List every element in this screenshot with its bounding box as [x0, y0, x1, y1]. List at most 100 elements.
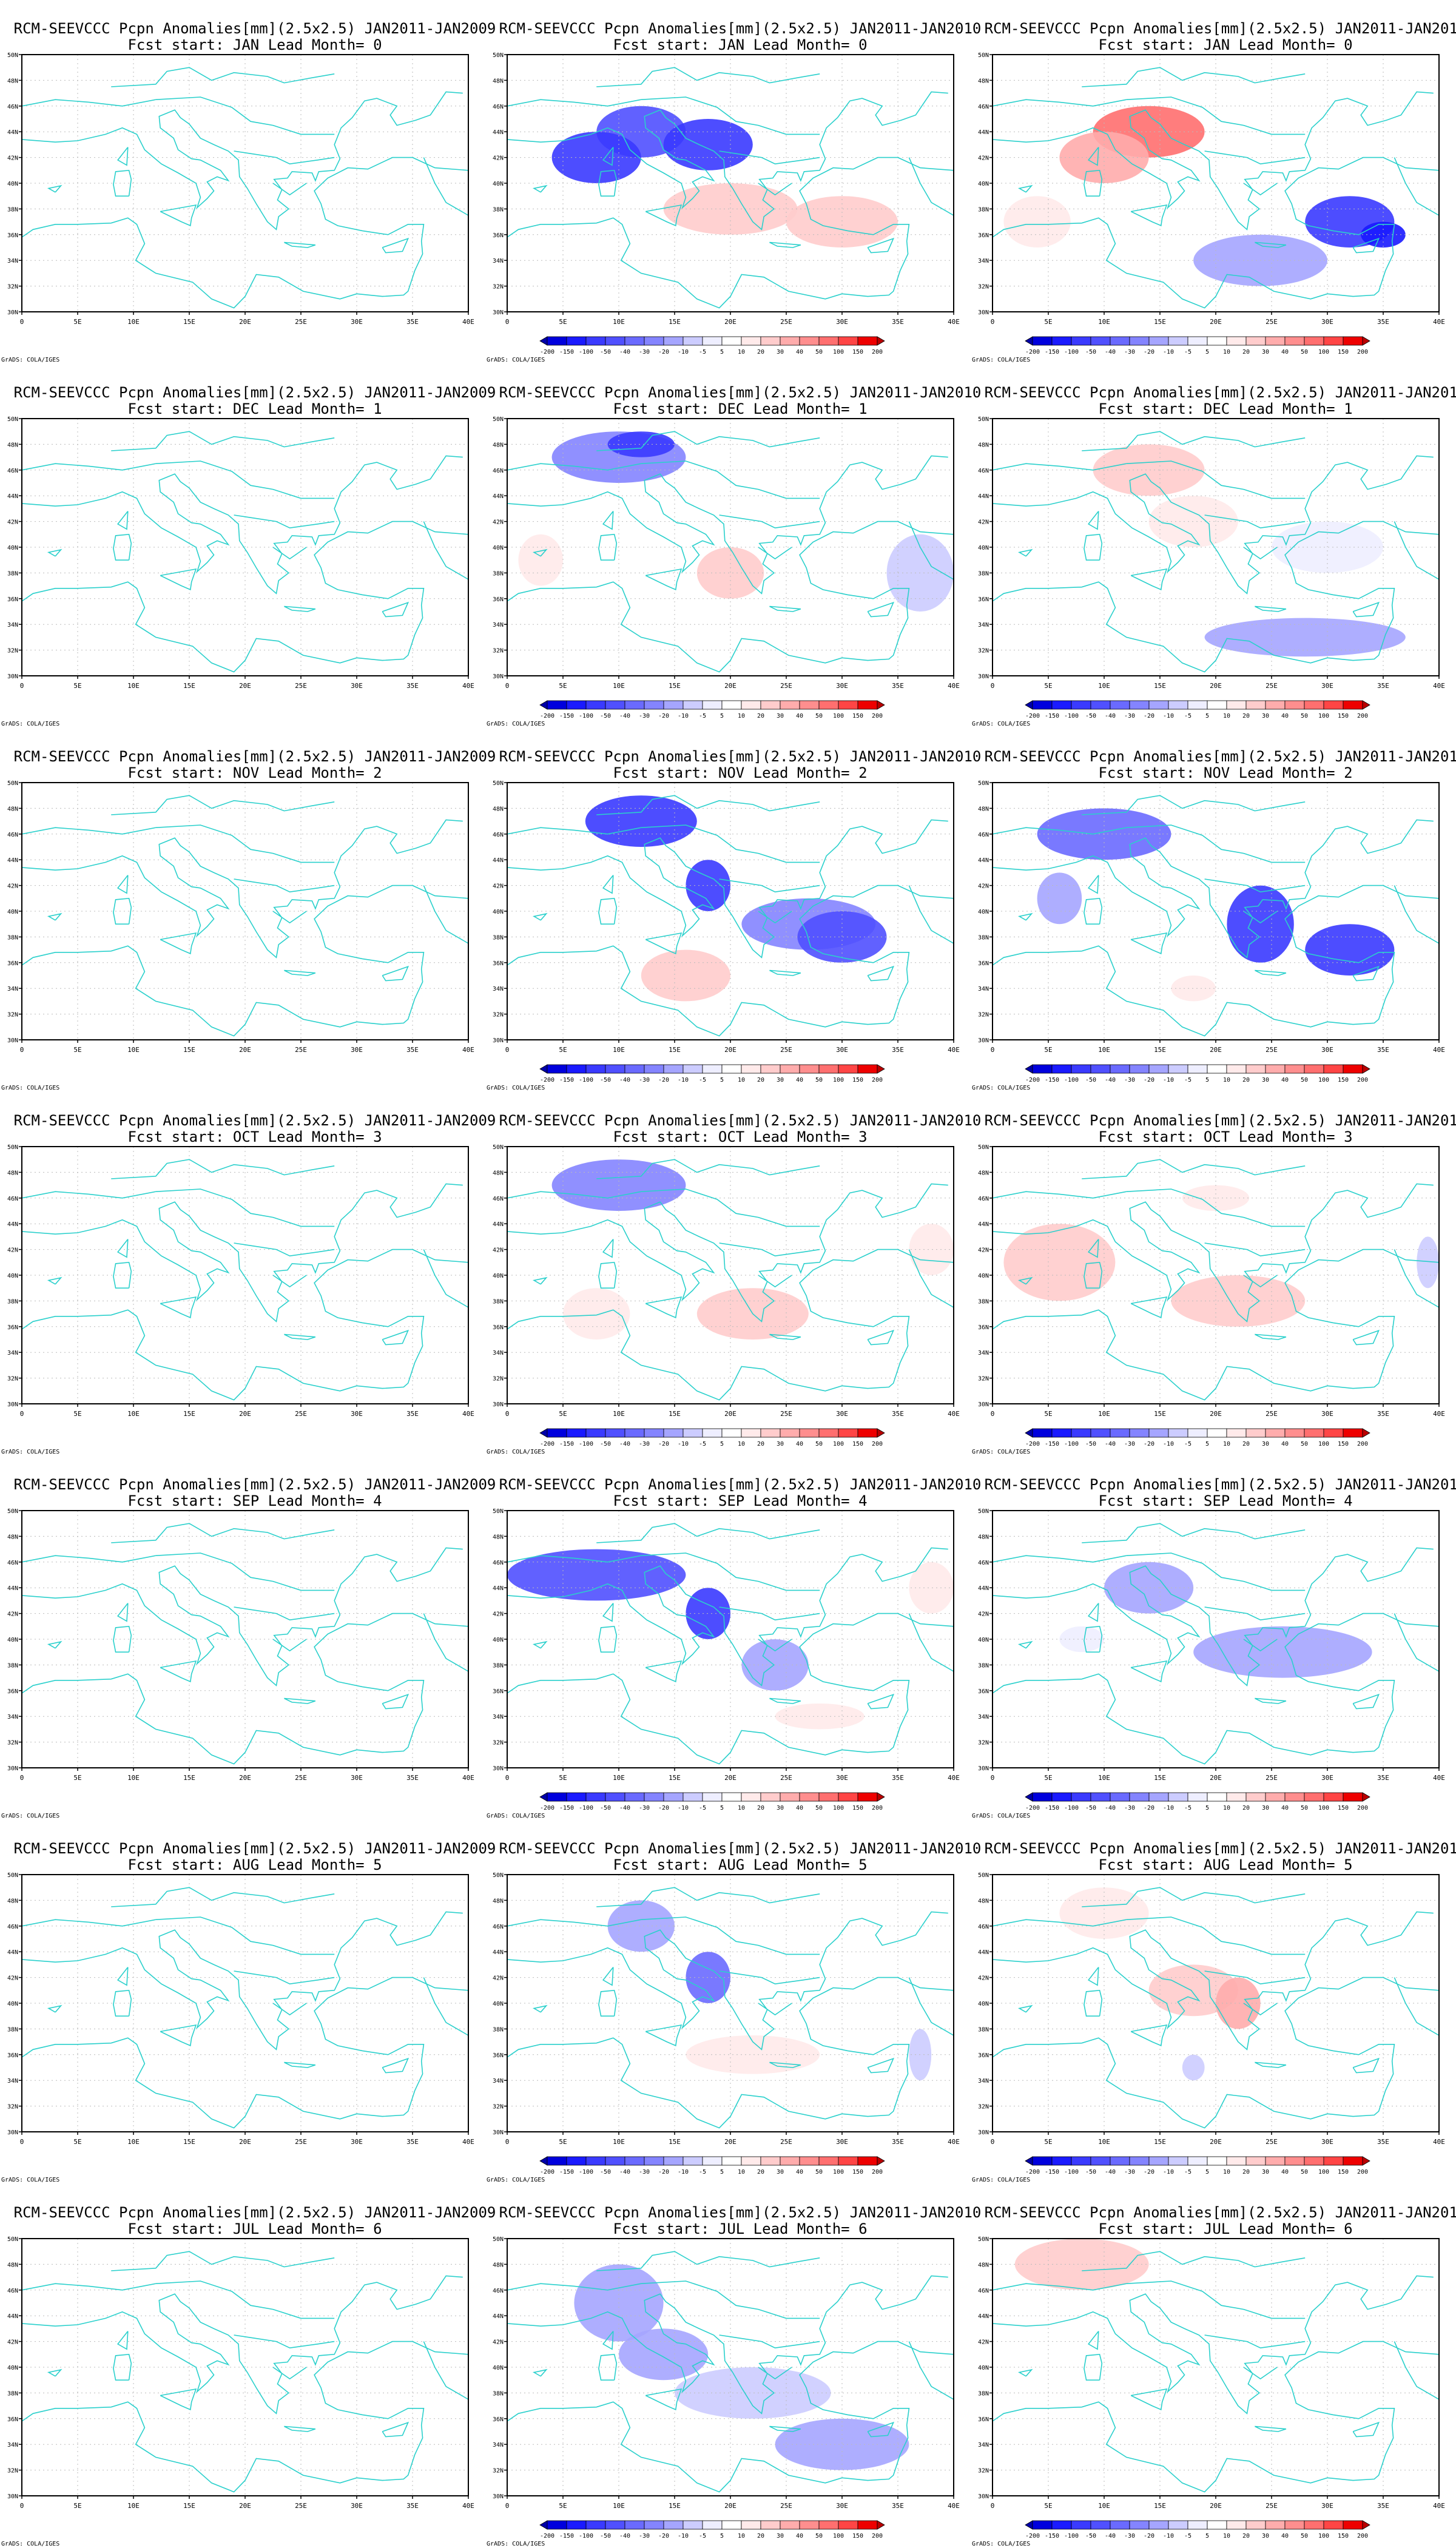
colorbar-swatch — [1051, 2520, 1072, 2530]
colorbar-label: 100 — [1318, 1441, 1329, 1448]
x-tick-label: 20E — [724, 1774, 736, 1782]
panel-subtitle: Fcst start: JUL Lead Month= 6 — [127, 2220, 382, 2237]
colorbar-swatch — [644, 2156, 664, 2166]
x-tick-label: 30E — [1321, 1410, 1333, 1418]
x-tick-label: 20E — [1210, 2138, 1222, 2146]
y-tick-label: 30N — [978, 673, 989, 680]
y-tick-label: 46N — [978, 1924, 989, 1930]
coastline — [22, 1613, 468, 1765]
coastline — [507, 819, 948, 959]
colorbar-label: 40 — [796, 1077, 803, 1084]
colorbar-swatch — [1304, 1792, 1324, 1802]
y-tick-label: 38N — [493, 1662, 504, 1669]
colorbar-swatch — [1110, 1064, 1130, 1074]
coastline — [602, 1239, 614, 1258]
colorbar: -200 -150 -100 -50 -40 -30 -20 -10 -5 5 10 20 30 40 50… — [539, 700, 885, 720]
grads-credit: GrADS: COLA/IGES — [1, 1449, 59, 1455]
colorbar-swatch — [838, 2520, 858, 2530]
colorbar: -200 -150 -100 -50 -40 -30 -20 -10 -5 5 10 20 30 40 50… — [1025, 1792, 1370, 1812]
colorbar-swatch — [1051, 1792, 1072, 1802]
colorbar-label: 30 — [777, 1441, 784, 1448]
x-tick-label: 25E — [295, 1046, 307, 1054]
coastline — [1394, 1977, 1439, 2036]
y-tick-label: 36N — [978, 596, 989, 603]
x-tick-label: 0 — [20, 2138, 24, 2146]
colorbar-label: 50 — [1301, 1077, 1308, 1084]
anomaly-region — [1093, 444, 1205, 496]
y-tick-label: 40N — [493, 1273, 504, 1279]
colorbar-label: -20 — [1144, 2533, 1154, 2540]
colorbar-label: -5 — [1184, 713, 1191, 720]
x-tick-label: 30E — [351, 682, 363, 690]
colorbar-swatch — [663, 700, 684, 710]
coastline — [645, 1296, 682, 1319]
colorbar-swatch — [605, 700, 625, 710]
y-tick-label: 34N — [7, 2442, 18, 2449]
colorbar-swatch — [605, 1428, 625, 1438]
coastline — [532, 548, 548, 557]
coastline — [234, 878, 335, 893]
colorbar-label: -5 — [699, 2533, 706, 2540]
colorbar-label: 5 — [720, 349, 724, 356]
colorbar-swatch — [799, 336, 820, 346]
anomaly-region — [797, 911, 887, 963]
coastline — [113, 169, 132, 197]
colorbar-label: 10 — [738, 1441, 745, 1448]
colorbar: -200 -150 -100 -50 -40 -30 -20 -10 -5 5 10 20 30 40 50… — [1025, 2520, 1370, 2540]
panel-title: RCM-SEEVCCC Pcpn Anomalies[mm](2.5x2.5) … — [985, 1476, 1456, 1493]
colorbar-swatch — [1284, 1064, 1305, 1074]
x-tick-label: 25E — [780, 1774, 792, 1782]
panel-title: RCM-SEEVCCC Pcpn Anomalies[mm](2.5x2.5) … — [14, 20, 496, 37]
colorbar-label: -200 — [540, 1441, 554, 1448]
anomaly-region — [507, 898, 552, 950]
colorbar-swatch — [1265, 1428, 1286, 1438]
y-tick-label: 36N — [7, 2416, 18, 2423]
colorbar-swatch — [1032, 2520, 1053, 2530]
colorbar-swatch — [1025, 2156, 1033, 2166]
grads-credit: GrADS: COLA/IGES — [487, 2541, 545, 2547]
y-tick-label: 32N — [493, 1012, 504, 1019]
coastline — [507, 1977, 954, 2129]
colorbar-label: -50 — [600, 2169, 611, 2176]
coastline — [596, 1887, 820, 1907]
y-tick-label: 30N — [493, 309, 504, 316]
colorbar-swatch — [857, 2156, 878, 2166]
colorbar-label: 10 — [738, 713, 745, 720]
colorbar-swatch — [1025, 1064, 1033, 1074]
y-tick-label: 50N — [493, 780, 504, 787]
anomaly-region — [607, 431, 675, 457]
coastline — [1017, 548, 1033, 557]
grads-credit: GrADS: COLA/IGES — [1, 1813, 59, 1819]
colorbar-swatch — [1226, 2520, 1247, 2530]
colorbar-label: 50 — [1301, 1441, 1308, 1448]
coastline — [160, 204, 197, 227]
colorbar-swatch — [1071, 336, 1091, 346]
colorbar-label: -200 — [540, 2169, 554, 2176]
colorbar-label: -150 — [559, 349, 574, 356]
x-tick-label: 25E — [295, 1774, 307, 1782]
colorbar-swatch — [1207, 336, 1227, 346]
coastline — [1017, 2004, 1033, 2013]
coastline — [1082, 1887, 1306, 1907]
colorbar-label: 100 — [1318, 1805, 1329, 1812]
y-tick-label: 50N — [978, 416, 989, 423]
y-tick-label: 46N — [978, 104, 989, 110]
y-tick-label: 40N — [978, 181, 989, 187]
panel-subtitle: Fcst start: SEP Lead Month= 4 — [127, 1492, 382, 1509]
colorbar-label: 150 — [852, 1077, 863, 1084]
panel-subtitle: Fcst start: SEP Lead Month= 4 — [613, 1492, 867, 1509]
x-tick-label: 25E — [780, 2502, 792, 2510]
x-tick-label: 40E — [462, 682, 474, 690]
colorbar-swatch — [1245, 1428, 1266, 1438]
anomaly-region — [507, 1549, 686, 1601]
x-tick-label: 25E — [1266, 1046, 1278, 1054]
colorbar-swatch — [566, 2520, 587, 2530]
colorbar-swatch — [644, 2520, 664, 2530]
colorbar-label: -30 — [1124, 1441, 1135, 1448]
colorbar-label: 50 — [815, 349, 823, 356]
y-tick-label: 44N — [978, 2313, 989, 2320]
x-tick-label: 0 — [20, 1774, 24, 1782]
y-tick-label: 36N — [978, 2416, 989, 2423]
coastline — [641, 2280, 820, 2319]
y-tick-label: 40N — [7, 2365, 18, 2371]
